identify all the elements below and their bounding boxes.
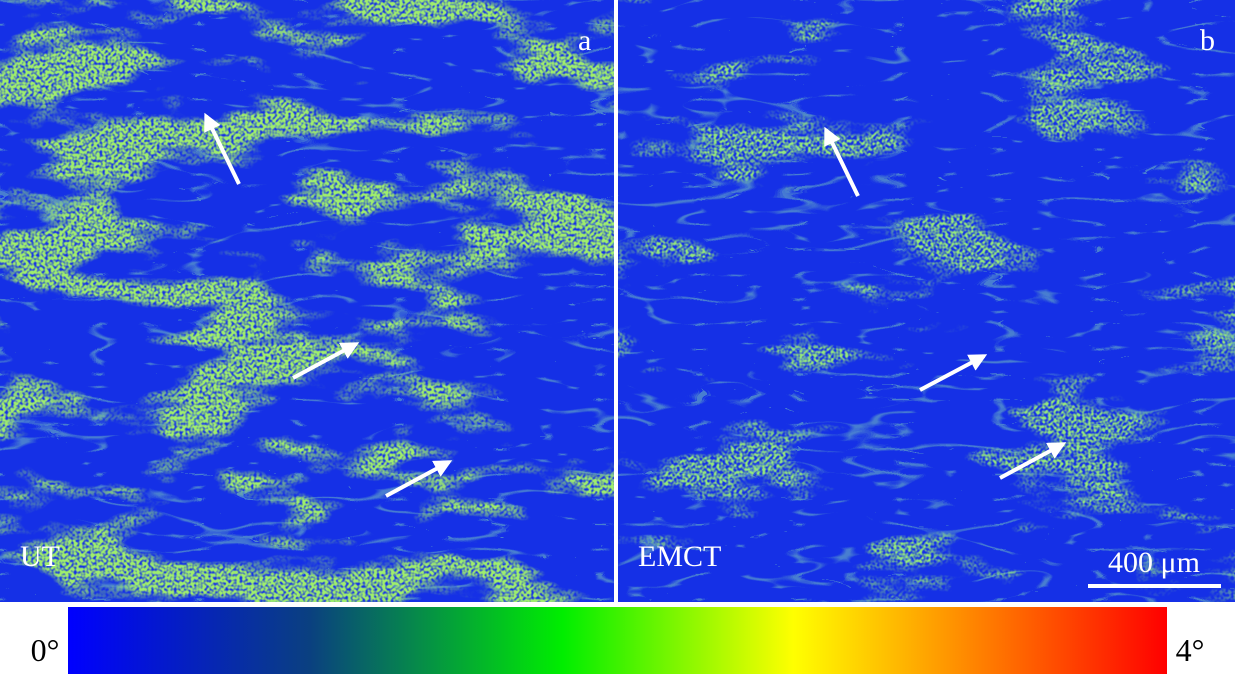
panel-a: a UT xyxy=(0,0,614,602)
colorbar xyxy=(68,607,1167,674)
panel-label: EMCT xyxy=(638,540,721,573)
panel-letter: a xyxy=(578,24,591,57)
arrow xyxy=(999,442,1067,480)
panel-label: UT xyxy=(20,540,60,573)
panel-letter: b xyxy=(1200,24,1215,57)
scale-bar-label: 400 μm xyxy=(1108,546,1200,579)
colorbar-max-label: 4° xyxy=(1176,632,1205,668)
divider xyxy=(614,0,618,602)
map-texture xyxy=(618,0,1235,602)
arrow xyxy=(385,460,453,498)
panel-b: b EMCT 400 μm xyxy=(618,0,1235,602)
arrows xyxy=(824,126,1067,480)
map-texture xyxy=(0,0,614,602)
arrow xyxy=(824,126,860,197)
arrows xyxy=(204,112,453,498)
arrow xyxy=(919,354,988,392)
arrow xyxy=(292,342,360,380)
arrow xyxy=(204,112,241,185)
colorbar-min-label: 0° xyxy=(31,632,60,668)
scale-bar xyxy=(1088,584,1221,588)
